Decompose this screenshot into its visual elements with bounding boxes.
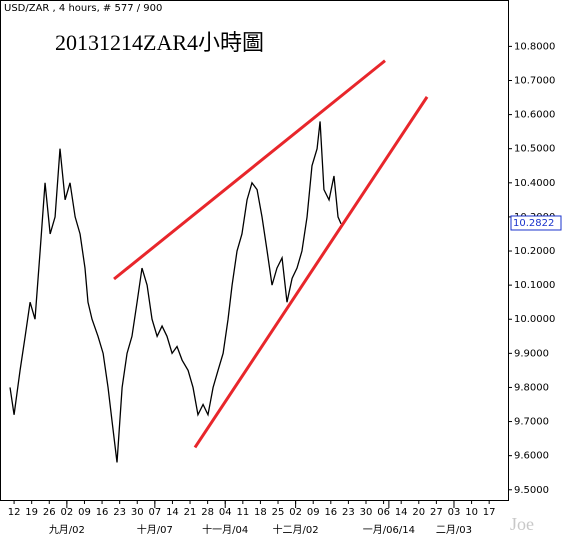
x-tick-label: 25: [272, 507, 285, 518]
x-tick-label: 09: [78, 507, 91, 518]
y-tick-label: 10.8000: [514, 41, 555, 52]
x-tick-label: 19: [25, 507, 38, 518]
y-tick-label: 10.1000: [514, 280, 555, 291]
x-tick-label: 11: [236, 507, 249, 518]
x-tick-label: 06: [377, 507, 390, 518]
y-tick-label: 10.7000: [514, 75, 555, 86]
x-tick-label: 16: [96, 507, 109, 518]
chart-title: USD/ZAR , 4 hours, # 577 / 900: [4, 3, 162, 14]
x-tick-label: 27: [430, 507, 443, 518]
month-label: 十二月/02: [273, 523, 319, 536]
y-tick-label: 10.0000: [514, 314, 555, 325]
x-tick-label: 02: [289, 507, 302, 518]
x-tick-label: 10: [465, 507, 478, 518]
plot-frame: [0, 0, 509, 501]
y-tick-label: 9.9000: [514, 348, 549, 359]
y-tick-label: 9.6000: [514, 451, 549, 462]
x-tick-label: 07: [148, 507, 161, 518]
x-tick-label: 14: [166, 507, 179, 518]
y-tick-label: 10.4000: [514, 178, 555, 189]
watermark: Joe: [510, 514, 534, 534]
x-tick-label: 23: [113, 507, 126, 518]
x-tick-label: 02: [60, 507, 73, 518]
x-tick-label: 26: [43, 507, 56, 518]
last-price-box: [510, 215, 562, 231]
x-tick-label: 30: [360, 507, 373, 518]
x-tick-label: 18: [254, 507, 267, 518]
y-tick-label: 9.5000: [514, 485, 549, 496]
month-label: 九月/02: [49, 524, 85, 536]
annotation: 20131214ZAR4小時圖: [55, 30, 264, 55]
x-tick-label: 28: [201, 507, 214, 518]
x-tick-label: 03: [448, 507, 461, 518]
x-tick-label: 16: [324, 507, 337, 518]
x-tick-label: 09: [307, 507, 320, 518]
y-tick-label: 9.8000: [514, 382, 549, 393]
last-price-label: 10.2822: [513, 218, 554, 229]
price-line: [9, 121, 342, 463]
month-label: 一月/06/14: [363, 524, 415, 536]
x-tick-label: 30: [131, 507, 144, 518]
x-tick-label: 04: [219, 507, 232, 518]
trendline: [113, 59, 386, 281]
x-tick-label: 12: [8, 507, 21, 518]
trendline: [193, 96, 429, 449]
x-tick-label: 23: [342, 507, 355, 518]
y-tick-label: 10.2000: [514, 246, 555, 257]
month-label: 二月/03: [436, 524, 472, 536]
x-tick-label: 21: [184, 507, 197, 518]
y-tick-label: 10.5000: [514, 144, 555, 155]
y-tick-label: 9.7000: [514, 417, 549, 428]
month-label: 十月/07: [137, 523, 173, 536]
month-label: 十一月/04: [202, 523, 248, 536]
y-tick-label: 10.6000: [514, 110, 555, 121]
x-tick-label: 14: [395, 507, 408, 518]
x-tick-label: 17: [483, 507, 496, 518]
x-tick-label: 20: [412, 507, 425, 518]
